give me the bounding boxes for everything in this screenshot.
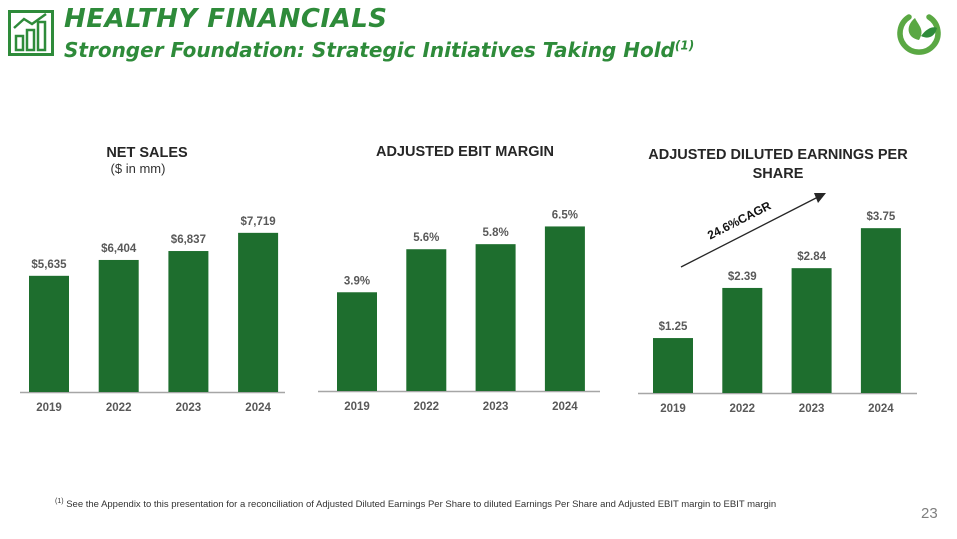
chart-title-eps: ADJUSTED DILUTED EARNINGS PER SHARE xyxy=(648,147,908,182)
x-tick-label: 2019 xyxy=(344,401,370,413)
data-label: $2.39 xyxy=(728,271,757,283)
data-label: 5.8% xyxy=(482,227,508,239)
bar-2023 xyxy=(791,268,832,393)
page-subtitle-text: Stronger Foundation: Strategic Initiativ… xyxy=(64,38,675,62)
bar-2019 xyxy=(337,292,377,391)
subtitle-footnote-mark: (1) xyxy=(674,38,695,53)
leaf-logo-icon xyxy=(897,14,941,55)
bar-2023 xyxy=(168,251,209,392)
bar-2022 xyxy=(98,259,139,392)
bar-2024 xyxy=(238,232,279,392)
cagr-arrow-line xyxy=(680,196,819,268)
x-tick-label: 2019 xyxy=(36,402,62,414)
page-number: 23 xyxy=(921,505,938,522)
data-label: $7,719 xyxy=(241,216,276,228)
x-tick-label: 2024 xyxy=(868,403,894,415)
page-subtitle: Stronger Foundation: Strategic Initiativ… xyxy=(64,38,694,62)
bar-2019 xyxy=(29,275,69,392)
cagr-annotation: 24.6%CAGR xyxy=(705,198,773,242)
footnote-mark: (1) xyxy=(55,498,64,505)
data-label: $6,837 xyxy=(171,234,206,246)
x-tick-label: 2022 xyxy=(414,401,440,413)
data-label: 5.6% xyxy=(413,232,439,244)
bar-2023 xyxy=(475,244,516,391)
x-tick-label: 2023 xyxy=(483,401,509,413)
x-tick-label: 2022 xyxy=(106,402,132,414)
footnote: (1) See the Appendix to this presentatio… xyxy=(55,498,776,510)
page-title: HEALTHY FINANCIALS xyxy=(64,4,388,34)
data-label: $5,635 xyxy=(31,259,67,271)
bar-2024 xyxy=(544,226,585,391)
data-label: $1.25 xyxy=(659,321,688,333)
data-label: $6,404 xyxy=(101,243,137,255)
bar-2024 xyxy=(860,228,901,393)
footnote-text: See the Appendix to this presentation fo… xyxy=(66,499,777,511)
bar-2022 xyxy=(722,287,763,393)
bar-2022 xyxy=(406,249,447,391)
data-label: 3.9% xyxy=(344,275,370,287)
x-tick-label: 2022 xyxy=(730,403,756,415)
chart-subtitle-net-sales: ($ in mm) xyxy=(110,161,166,176)
data-label: $3.75 xyxy=(867,211,896,223)
chart-title-net-sales: NET SALES xyxy=(106,145,188,161)
x-tick-label: 2023 xyxy=(176,402,202,414)
x-tick-label: 2019 xyxy=(660,403,686,415)
x-tick-label: 2023 xyxy=(799,403,825,415)
data-label: $2.84 xyxy=(797,251,826,263)
x-tick-label: 2024 xyxy=(245,402,271,414)
chart-title-ebit-margin: ADJUSTED EBIT MARGIN xyxy=(375,144,555,160)
bar-chart-icon xyxy=(8,10,54,56)
data-label: 6.5% xyxy=(552,209,578,221)
bar-2019 xyxy=(653,338,693,393)
x-tick-label: 2024 xyxy=(552,401,578,413)
cagr-arrowhead-icon xyxy=(814,193,826,203)
